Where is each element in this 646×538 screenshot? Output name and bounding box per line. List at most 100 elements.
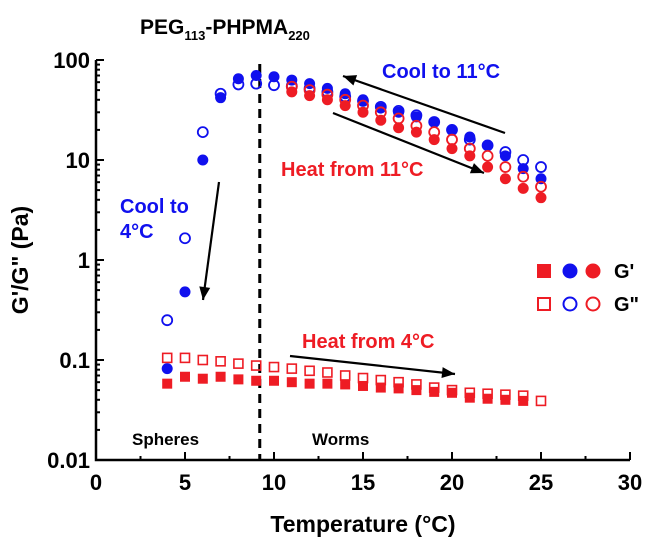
- data-point-series-5: [393, 376, 404, 388]
- arrow-cool-to-4: [201, 181, 221, 301]
- data-point-series-5: [286, 363, 298, 374]
- x-tick-label: 10: [262, 470, 286, 495]
- data-point-series-3: [481, 149, 494, 162]
- legend-label-g-prime: G': [614, 261, 634, 283]
- data-point-series-3: [428, 126, 441, 139]
- data-point-series-5: [268, 361, 280, 373]
- data-point-series-1: [535, 161, 547, 173]
- data-point-series-0: [499, 150, 511, 162]
- data-point-series-4: [269, 375, 279, 386]
- data-point-series-0: [535, 173, 547, 185]
- annotation-cool-to-4-line2: 4°C: [120, 221, 154, 243]
- data-point-series-3: [517, 170, 530, 183]
- data-point-series-5: [322, 367, 333, 378]
- arrow-heat-from-11: [332, 111, 485, 175]
- data-point-series-5: [446, 384, 458, 396]
- data-point-series-5: [339, 370, 351, 381]
- x-axis-title: Temperature (°C): [270, 511, 455, 537]
- annotation-cool-to-11: Cool to 11°C: [382, 61, 500, 83]
- data-point-series-1: [232, 78, 245, 91]
- data-point-series-5: [464, 387, 476, 399]
- data-point-series-0: [464, 131, 476, 143]
- data-point-series-2: [393, 122, 405, 134]
- data-point-series-1: [179, 232, 191, 245]
- legend: G' G": [529, 261, 644, 323]
- ticks-layer: 0 5 10 15 20 25 30 0.01 0.1 1 10 100: [47, 48, 642, 495]
- y-tick-label: 100: [53, 48, 90, 73]
- data-point-series-1: [161, 314, 174, 327]
- data-point-series-3: [446, 133, 458, 146]
- x-tick-label: 30: [618, 470, 642, 495]
- data-point-series-0: [517, 163, 529, 175]
- annotation-heat-from-4: Heat from 4°C: [302, 331, 434, 353]
- legend-marker-red-open-circle: [585, 296, 601, 312]
- data-point-series-4: [233, 374, 244, 385]
- data-point-series-0: [215, 92, 227, 104]
- axes-frame: [94, 60, 630, 462]
- data-point-series-5: [482, 388, 493, 400]
- legend-marker-red-filled-square: [537, 264, 551, 278]
- data-point-series-2: [535, 192, 547, 204]
- data-point-series-5: [215, 356, 226, 367]
- data-point-series-1: [357, 94, 369, 107]
- data-point-series-0: [428, 116, 440, 128]
- data-point-series-5: [250, 360, 262, 371]
- data-point-series-5: [411, 379, 422, 390]
- y-tick-label: 0.1: [59, 348, 90, 373]
- data-point-series-4: [411, 385, 422, 396]
- region-label-spheres: Spheres: [132, 430, 199, 449]
- x-tick-label: 15: [351, 470, 375, 495]
- y-tick-label: 10: [66, 148, 90, 173]
- data-point-series-3: [499, 161, 512, 173]
- legend-marker-red-filled-circle: [585, 263, 601, 279]
- data-point-series-5: [517, 390, 529, 401]
- legend-marker-red-open-square: [537, 297, 551, 311]
- data-point-series-3: [303, 84, 316, 97]
- legend-marker-blue-open-circle: [562, 296, 578, 312]
- data-point-series-3: [374, 106, 387, 119]
- data-point-series-5: [161, 352, 173, 364]
- data-point-series-4: [215, 371, 226, 382]
- data-point-series-1: [499, 146, 512, 158]
- data-point-series-1: [196, 126, 209, 139]
- y-axis-title: G'/G" (Pa): [7, 206, 33, 314]
- data-point-series-4: [393, 383, 404, 394]
- data-point-series-4: [304, 378, 315, 389]
- data-point-series-3: [321, 88, 334, 101]
- arrow-cool-to-11-head: [343, 75, 358, 86]
- data-point-series-0: [250, 69, 262, 81]
- data-point-series-4: [180, 371, 190, 382]
- data-point-series-5: [500, 389, 511, 400]
- x-tick-label: 20: [440, 470, 464, 495]
- y-tick-label: 0.01: [47, 448, 90, 473]
- x-tick-label: 25: [529, 470, 553, 495]
- data-point-series-4: [322, 378, 333, 389]
- region-label-worms: Worms: [312, 430, 369, 449]
- data-point-series-1: [374, 100, 387, 113]
- data-point-series-0: [339, 88, 351, 100]
- data-point-series-0: [482, 139, 494, 151]
- data-point-series-0: [446, 124, 458, 136]
- data-point-series-1: [517, 154, 530, 166]
- data-point-series-4: [447, 387, 457, 398]
- data-point-series-4: [375, 382, 386, 393]
- data-point-series-4: [197, 373, 208, 384]
- arrow-cool-to-11: [342, 74, 506, 135]
- arrow-heat-from-4: [289, 354, 456, 376]
- legend-label-g-double-prime: G": [614, 294, 639, 316]
- data-point-series-1: [463, 133, 476, 146]
- arrow-heat-from-4-head: [441, 367, 455, 379]
- data-point-series-3: [285, 80, 298, 93]
- data-point-series-4: [340, 379, 351, 390]
- data-point-series-1: [268, 79, 280, 92]
- data-point-series-5: [535, 395, 547, 407]
- annotation-heat-from-11: Heat from 11°C: [281, 159, 424, 181]
- x-tick-label: 0: [90, 470, 102, 495]
- data-point-series-4: [251, 375, 262, 386]
- data-point-series-3: [392, 112, 405, 125]
- arrows-layer: [199, 74, 506, 379]
- data-point-series-2: [482, 161, 494, 173]
- y-tick-label: 1: [78, 248, 90, 273]
